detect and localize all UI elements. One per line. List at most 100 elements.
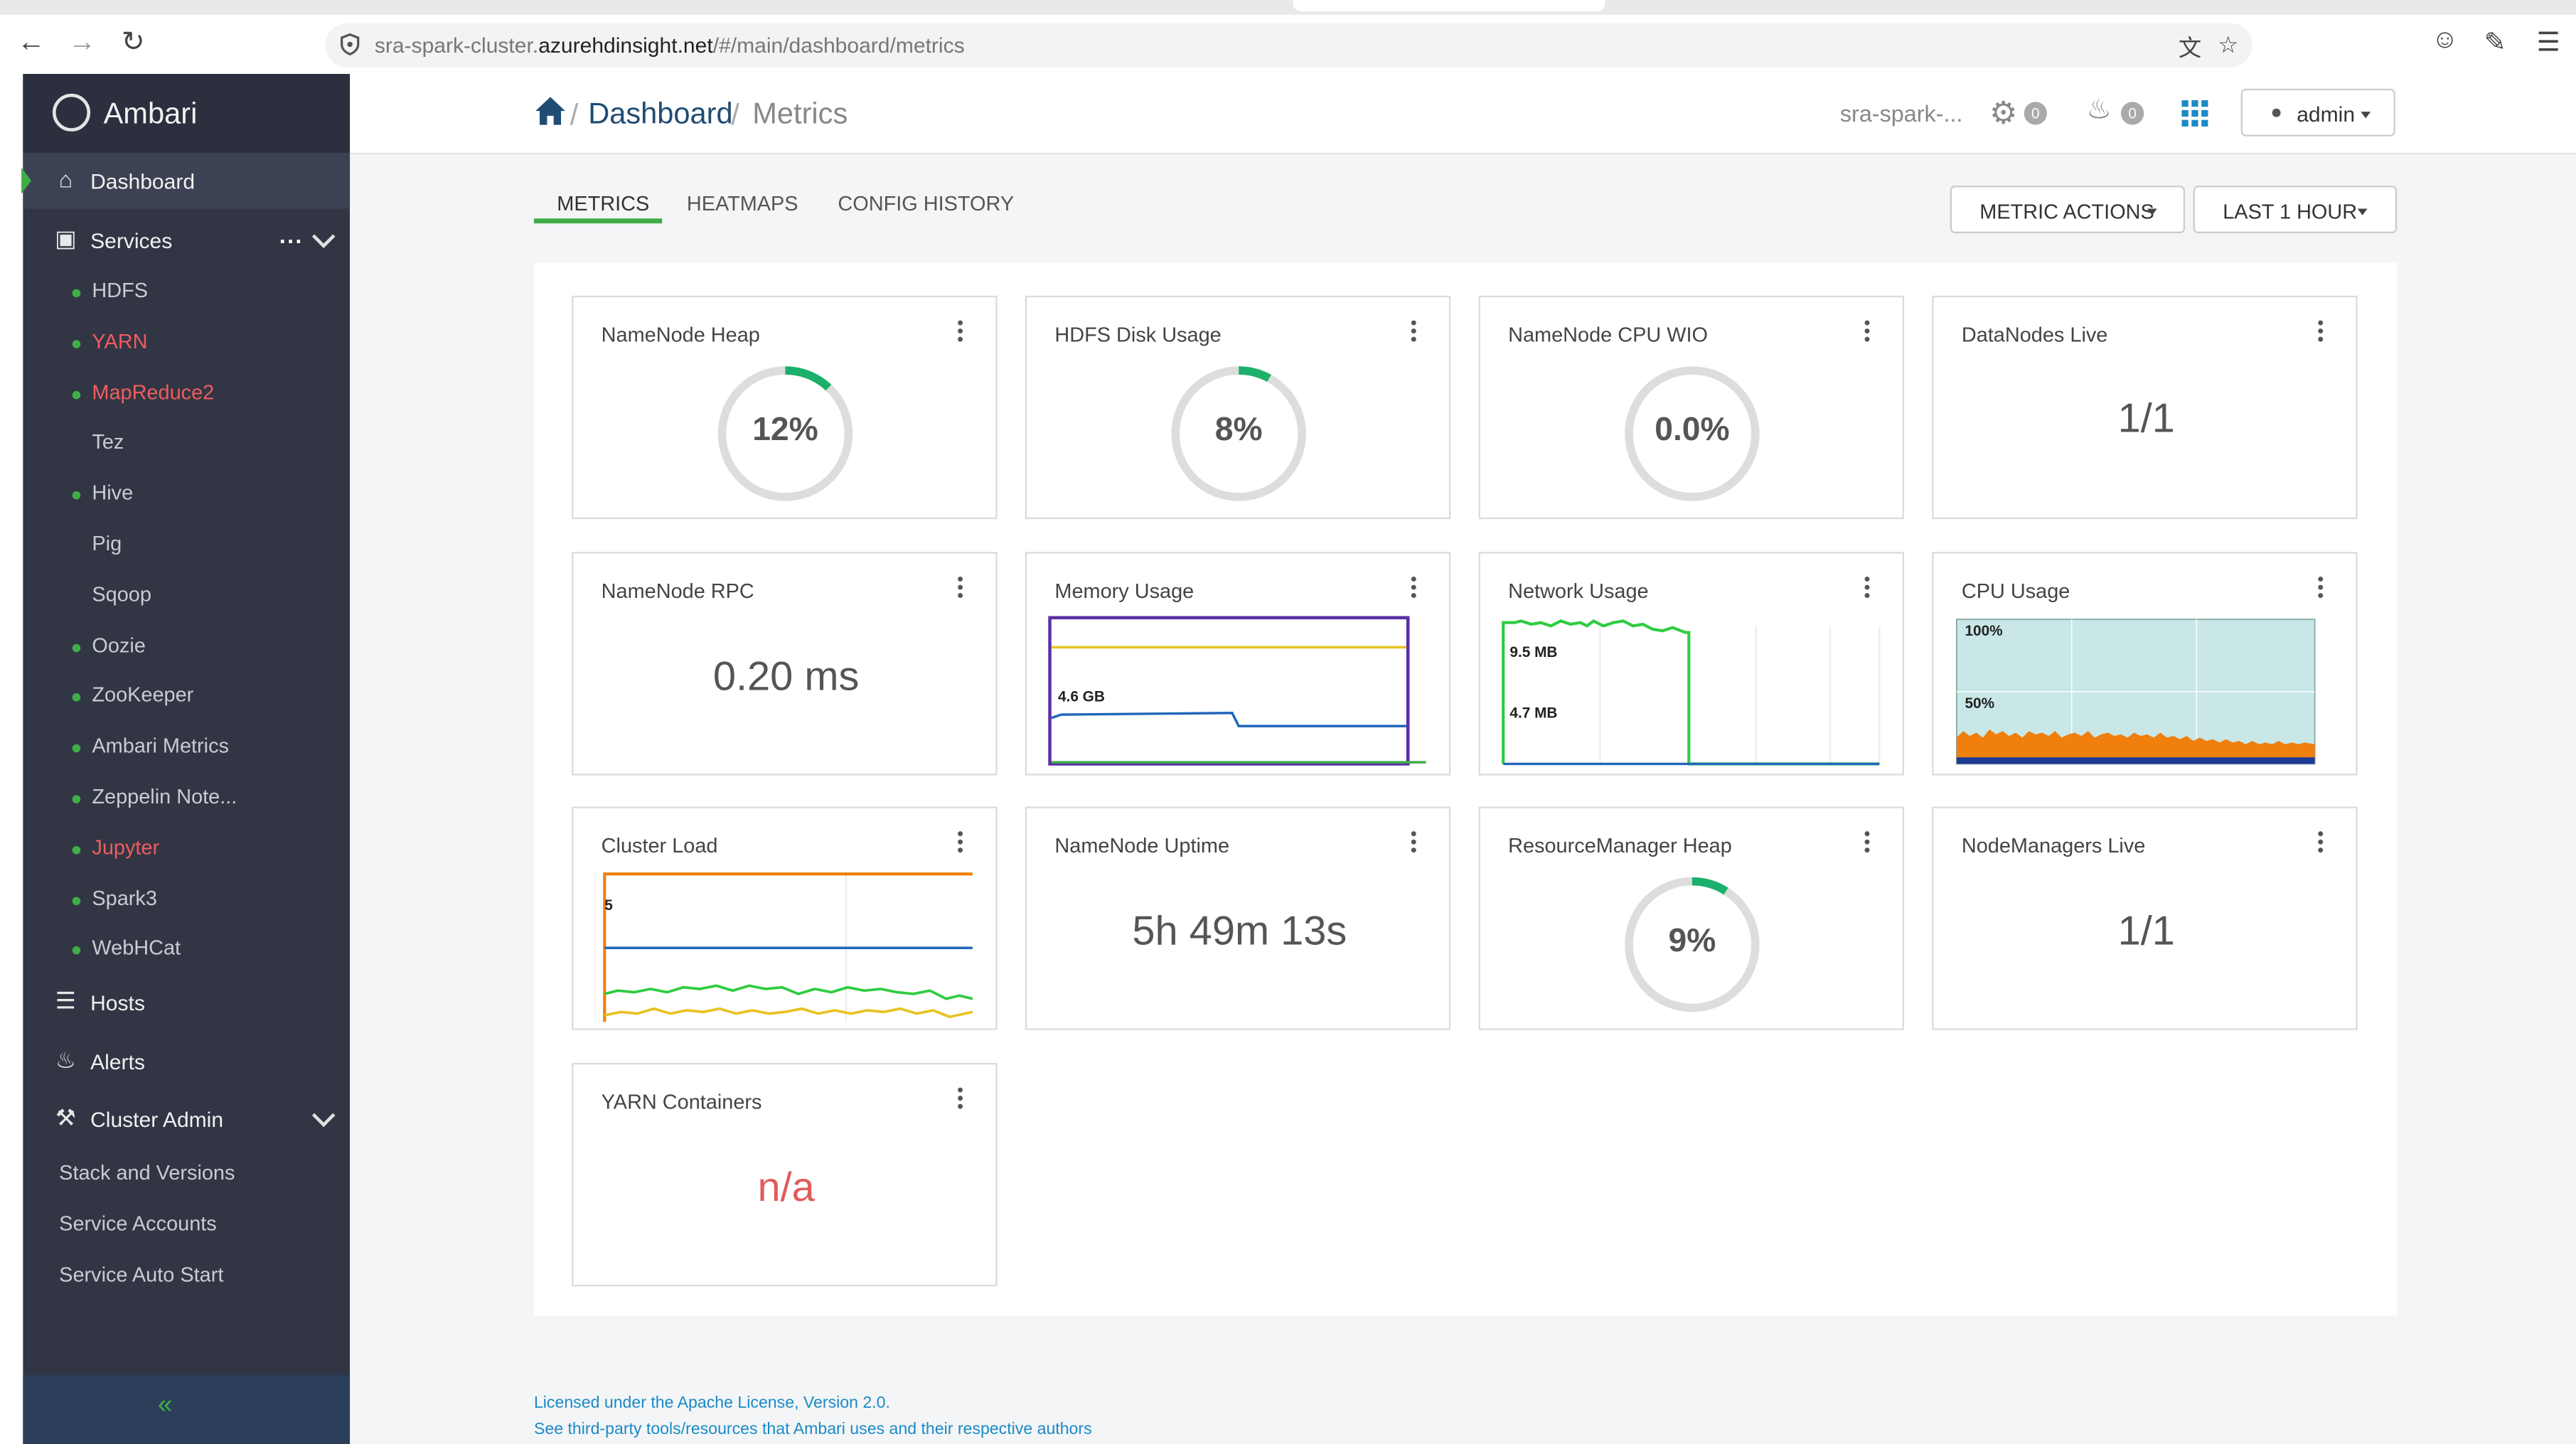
wrench-icon: ⚒ bbox=[55, 1103, 76, 1130]
time-range-dropdown[interactable]: LAST 1 HOUR bbox=[2193, 186, 2398, 234]
caret-down-icon bbox=[2361, 112, 2371, 119]
active-tab-underline bbox=[533, 218, 663, 224]
extensions-icon[interactable]: ✎ bbox=[2484, 29, 2506, 58]
sidebar-item-service[interactable]: ZooKeeper bbox=[23, 673, 350, 722]
url-text[interactable]: sra-spark-cluster.azurehdinsight.net/#/m… bbox=[374, 33, 965, 58]
widget-cluster-load[interactable]: Cluster Load 5 bbox=[572, 806, 998, 1030]
sidebar-item-alerts[interactable]: ♨ Alerts bbox=[23, 1033, 350, 1089]
widget-namenode-heap[interactable]: NameNode Heap 12% bbox=[572, 295, 998, 520]
bell-icon: ♨ bbox=[55, 1046, 76, 1073]
widget-menu-icon[interactable] bbox=[1864, 831, 1871, 854]
third-party-link[interactable]: See third-party tools/resources that Amb… bbox=[533, 1421, 1092, 1440]
alerts-count-badge[interactable]: 0 bbox=[2120, 102, 2144, 125]
sidebar-item-service[interactable]: MapReduce2 bbox=[23, 369, 350, 418]
reload-icon[interactable]: ↻ bbox=[121, 26, 145, 58]
widget-resourcemanager-heap[interactable]: ResourceManager Heap 9% bbox=[1478, 806, 1904, 1030]
chevron-down-icon[interactable] bbox=[311, 1103, 336, 1128]
sidebar-item-service[interactable]: Spark3 bbox=[23, 875, 350, 924]
sidebar-collapse-button[interactable]: « bbox=[23, 1374, 351, 1444]
sidebar-item-label: Oozie bbox=[92, 633, 146, 657]
browser-tab[interactable] bbox=[1293, 0, 1605, 12]
ambari-logo-icon bbox=[52, 93, 91, 132]
breadcrumb-separator: / bbox=[570, 98, 579, 132]
widget-menu-icon[interactable] bbox=[958, 320, 964, 343]
tab-config-history[interactable]: CONFIG HISTORY bbox=[838, 192, 1015, 215]
widget-cpu-usage[interactable]: CPU Usage 100% 50% bbox=[1932, 552, 2358, 776]
sidebar-item-service[interactable]: Tez bbox=[23, 419, 350, 469]
widget-network-usage[interactable]: Network Usage 9.5 MB 4.7 MB bbox=[1478, 552, 1904, 776]
hosts-icon: ☰ bbox=[55, 987, 76, 1014]
widget-menu-icon[interactable] bbox=[958, 1087, 964, 1111]
bookmark-star-icon[interactable]: ☆ bbox=[2218, 31, 2239, 58]
widget-menu-icon[interactable] bbox=[2318, 577, 2324, 599]
user-menu-button[interactable]: ● admin bbox=[2240, 88, 2395, 137]
widget-menu-icon[interactable] bbox=[1411, 831, 1418, 854]
gear-icon[interactable]: ⚙ bbox=[1989, 97, 2018, 132]
sidebar-item-service[interactable]: WebHCat bbox=[23, 926, 350, 975]
sidebar-item-cluster-admin[interactable]: ⚒ Cluster Admin bbox=[23, 1091, 350, 1147]
sidebar-item-label: Dashboard bbox=[90, 169, 196, 194]
widget-memory-usage[interactable]: Memory Usage 4.6 GB bbox=[1025, 552, 1451, 776]
sidebar-item-service-accounts[interactable]: Service Accounts bbox=[59, 1212, 217, 1236]
sidebar-item-service[interactable]: Pig bbox=[23, 520, 350, 569]
sidebar-item-service[interactable]: YARN bbox=[23, 319, 350, 368]
services-more-icon[interactable]: ... bbox=[279, 221, 304, 248]
license-link[interactable]: Licensed under the Apache License, Versi… bbox=[533, 1394, 890, 1413]
operations-count-badge[interactable]: 0 bbox=[2024, 102, 2048, 125]
widget-title: NameNode CPU WIO bbox=[1508, 323, 1709, 347]
sidebar-item-service[interactable]: Sqoop bbox=[23, 572, 350, 621]
sidebar-item-service[interactable]: Jupyter bbox=[23, 824, 350, 873]
account-icon[interactable]: ☺ bbox=[2431, 26, 2459, 55]
widget-nodemanagers-live[interactable]: NodeManagers Live 1/1 bbox=[1932, 806, 2358, 1030]
sidebar: Ambari ⌂ Dashboard ▣ Services ... HDFS YA… bbox=[21, 73, 351, 1444]
views-grid-icon[interactable] bbox=[2181, 100, 2211, 127]
metric-actions-dropdown[interactable]: METRIC ACTIONS bbox=[1950, 186, 2186, 234]
widget-menu-icon[interactable] bbox=[958, 577, 964, 599]
breadcrumb-dashboard[interactable]: Dashboard bbox=[588, 97, 733, 130]
widget-namenode-uptime[interactable]: NameNode Uptime 5h 49m 13s bbox=[1025, 806, 1451, 1030]
translate-icon[interactable]: 文 bbox=[2178, 34, 2202, 61]
tab-metrics[interactable]: METRICS bbox=[557, 192, 650, 215]
widget-menu-icon[interactable] bbox=[1864, 577, 1871, 599]
forward-icon[interactable]: → bbox=[68, 26, 97, 58]
cluster-load-nodes-line bbox=[604, 1007, 973, 1019]
sidebar-item-stack-and-versions[interactable]: Stack and Versions bbox=[59, 1161, 235, 1184]
donut-gauge: 0.0% bbox=[1622, 363, 1763, 505]
widget-namenode-cpu-wio[interactable]: NameNode CPU WIO 0.0% bbox=[1478, 295, 1904, 520]
sidebar-item-service[interactable]: Zeppelin Note... bbox=[23, 774, 350, 823]
sidebar-item-service-auto-start[interactable]: Service Auto Start bbox=[59, 1263, 224, 1287]
home-icon[interactable] bbox=[534, 95, 567, 128]
sidebar-item-service[interactable]: HDFS bbox=[23, 268, 350, 317]
double-chevron-left-icon: « bbox=[157, 1391, 173, 1420]
widget-menu-icon[interactable] bbox=[1864, 320, 1871, 343]
tab-heatmaps[interactable]: HEATMAPS bbox=[686, 192, 798, 215]
sidebar-item-dashboard[interactable]: ⌂ Dashboard bbox=[21, 152, 351, 209]
widget-menu-icon[interactable] bbox=[2318, 320, 2324, 343]
sidebar-item-service[interactable]: Ambari Metrics bbox=[23, 723, 350, 772]
network-axis-label-high: 9.5 MB bbox=[1509, 644, 1557, 661]
sidebar-item-services[interactable]: ▣ Services ... bbox=[23, 212, 350, 268]
widget-datanodes-live[interactable]: DataNodes Live 1/1 bbox=[1932, 295, 2358, 520]
widget-namenode-rpc[interactable]: NameNode RPC 0.20 ms bbox=[572, 552, 998, 776]
widget-hdfs-disk-usage[interactable]: HDFS Disk Usage 8% bbox=[1025, 295, 1451, 520]
address-bar[interactable]: sra-spark-cluster.azurehdinsight.net/#/m… bbox=[325, 23, 2252, 68]
back-icon[interactable]: ← bbox=[17, 26, 46, 58]
widget-title: NameNode RPC bbox=[601, 579, 754, 603]
widget-yarn-containers[interactable]: YARN Containers n/a bbox=[572, 1062, 998, 1287]
widget-menu-icon[interactable] bbox=[958, 831, 964, 854]
menu-icon[interactable]: ☰ bbox=[2536, 29, 2560, 58]
sidebar-item-service[interactable]: Hive bbox=[23, 470, 350, 519]
widget-menu-icon[interactable] bbox=[1411, 320, 1418, 343]
bell-icon[interactable]: ♨ bbox=[2086, 93, 2112, 125]
widget-title: YARN Containers bbox=[601, 1091, 762, 1114]
widget-menu-icon[interactable] bbox=[1411, 577, 1418, 599]
user-icon: ● bbox=[2270, 100, 2283, 124]
sidebar-item-hosts[interactable]: ☰ Hosts bbox=[23, 974, 350, 1030]
brand[interactable]: Ambari bbox=[23, 73, 351, 153]
widget-menu-icon[interactable] bbox=[2318, 831, 2324, 854]
memory-total-line bbox=[1048, 616, 1410, 766]
chevron-down-icon[interactable] bbox=[311, 225, 336, 249]
donut-gauge: 12% bbox=[715, 363, 856, 505]
sidebar-item-service[interactable]: Oozie bbox=[23, 622, 350, 671]
site-info-icon[interactable] bbox=[338, 33, 361, 55]
